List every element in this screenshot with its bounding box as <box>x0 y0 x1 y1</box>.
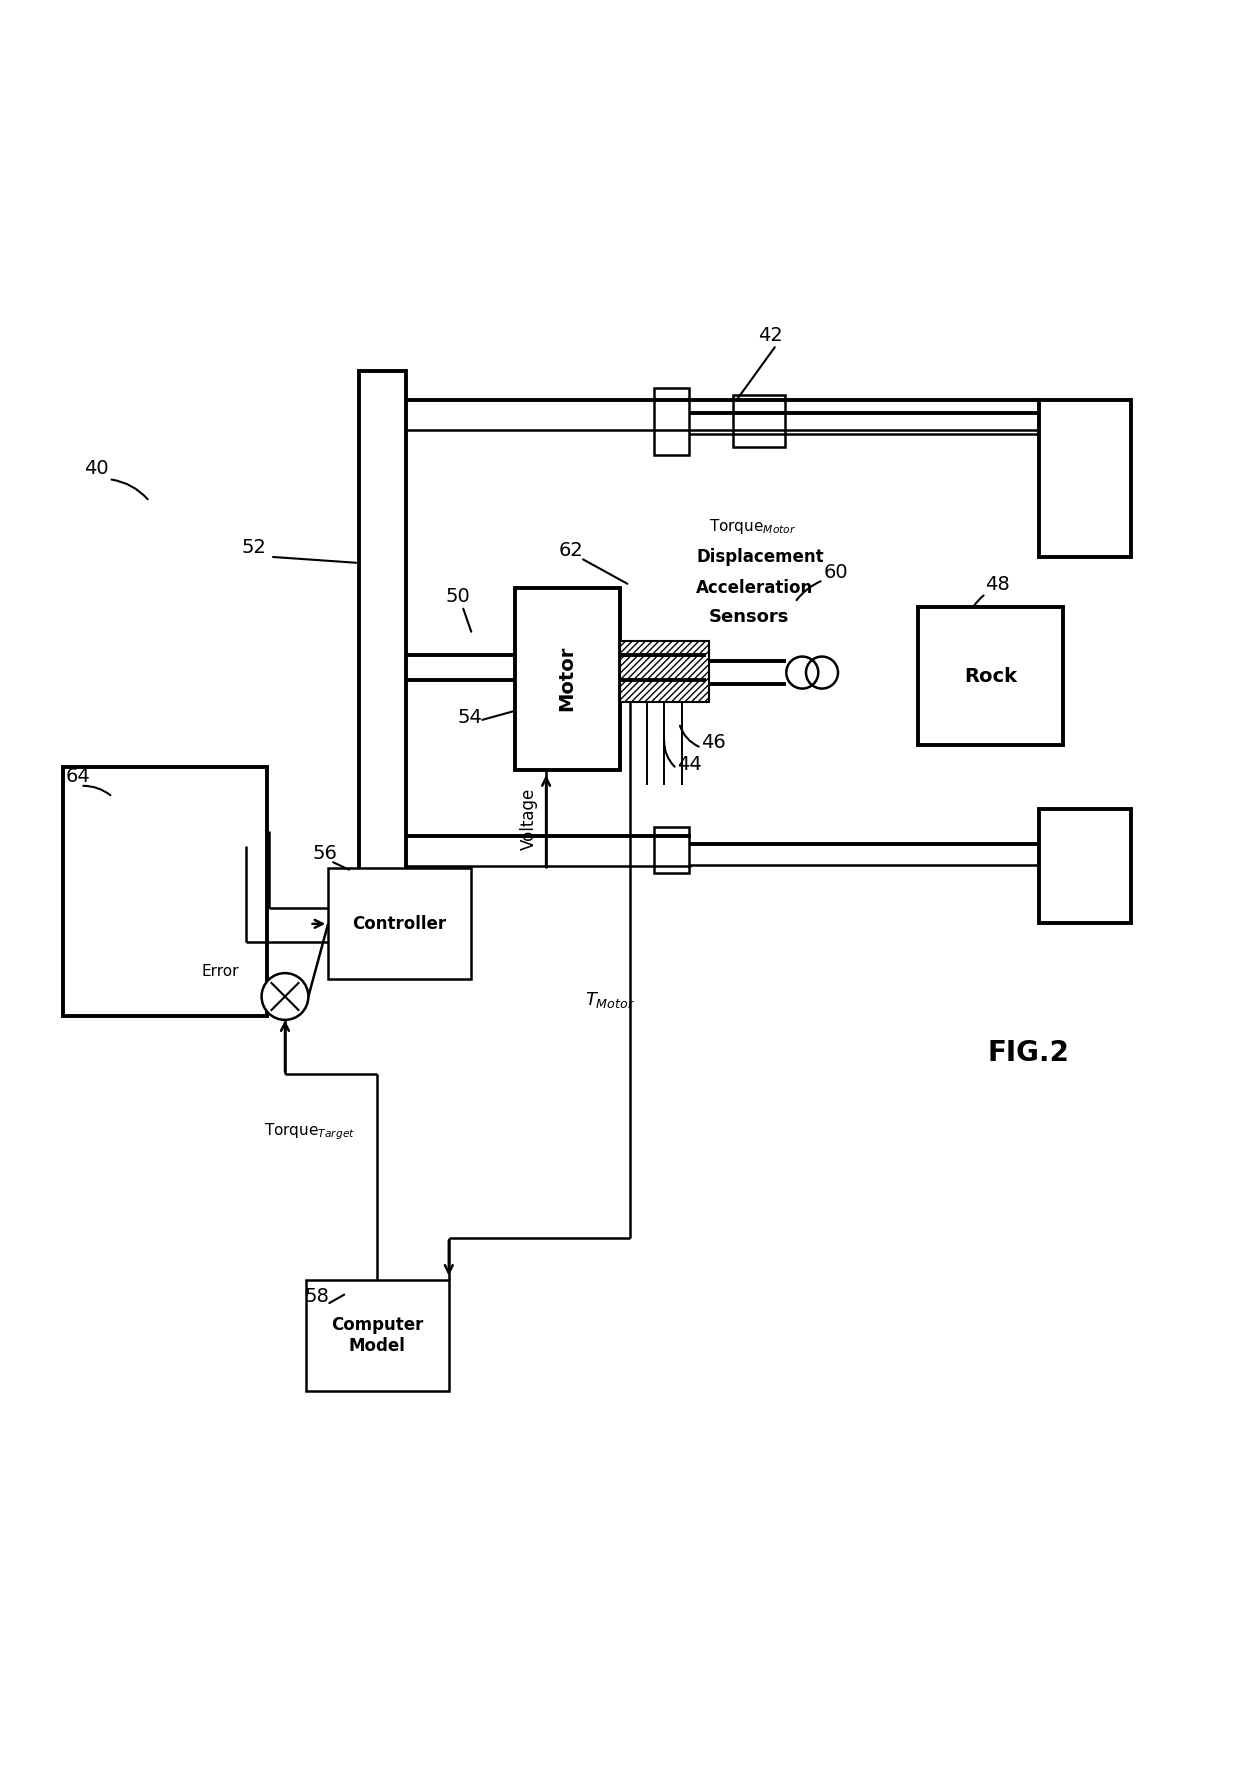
Text: Acceleration: Acceleration <box>697 578 813 596</box>
Bar <box>1039 401 1131 557</box>
Text: 48: 48 <box>985 575 1009 595</box>
Circle shape <box>262 973 309 1019</box>
Text: Computer
Model: Computer Model <box>331 1316 424 1354</box>
Text: 62: 62 <box>558 541 583 559</box>
Text: Torque$_{Motor}$: Torque$_{Motor}$ <box>709 516 796 536</box>
Text: Controller: Controller <box>352 915 446 933</box>
Text: Motor: Motor <box>558 647 577 711</box>
Text: 46: 46 <box>702 733 727 752</box>
Bar <box>918 607 1064 745</box>
Text: 56: 56 <box>312 844 337 863</box>
Text: 44: 44 <box>677 754 702 774</box>
Bar <box>63 767 267 1015</box>
Bar <box>733 396 785 448</box>
Text: 50: 50 <box>445 587 470 607</box>
Text: Torque$_{Target}$: Torque$_{Target}$ <box>264 1121 355 1143</box>
Text: 64: 64 <box>66 767 91 786</box>
Text: Error: Error <box>202 964 239 980</box>
Text: 60: 60 <box>823 562 848 582</box>
Text: Sensors: Sensors <box>709 609 789 627</box>
Bar <box>516 587 620 770</box>
Bar <box>329 869 471 980</box>
Text: 52: 52 <box>242 537 267 557</box>
Text: Voltage: Voltage <box>520 788 538 851</box>
Text: Rock: Rock <box>965 666 1017 686</box>
Bar <box>1039 810 1131 922</box>
Bar <box>655 389 689 455</box>
Bar <box>306 1281 449 1390</box>
Text: 40: 40 <box>84 458 109 478</box>
Bar <box>620 641 709 702</box>
Text: 58: 58 <box>305 1288 330 1306</box>
Text: 42: 42 <box>758 326 782 346</box>
Bar <box>655 826 689 874</box>
Text: Displacement: Displacement <box>697 548 825 566</box>
Bar <box>358 371 405 910</box>
Text: $T_{Motor}$: $T_{Motor}$ <box>585 990 635 1010</box>
Text: 54: 54 <box>458 707 482 727</box>
Text: FIG.2: FIG.2 <box>988 1039 1070 1067</box>
